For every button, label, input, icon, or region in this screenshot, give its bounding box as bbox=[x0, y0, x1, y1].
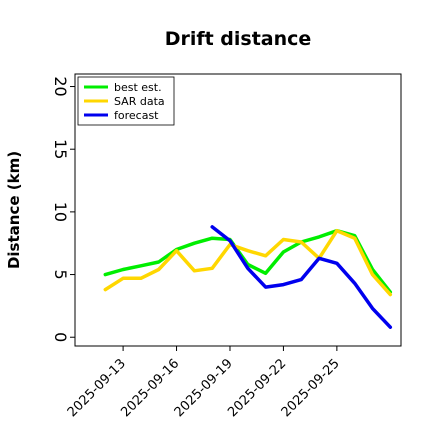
series-line-best-est bbox=[103, 228, 393, 294]
legend-label-best-est: best est. bbox=[114, 81, 162, 94]
plot-frame bbox=[74, 73, 402, 347]
y-tick-label: 10 bbox=[51, 202, 70, 222]
y-tick-label: 0 bbox=[51, 332, 70, 342]
series-line-forecast bbox=[210, 225, 393, 329]
y-tick-label: 20 bbox=[51, 76, 70, 96]
chart-title: Drift distance bbox=[165, 28, 312, 50]
y-axis-ticks: 0 5 10 15 20 bbox=[51, 76, 75, 342]
y-tick-label: 15 bbox=[51, 139, 70, 159]
series-lines bbox=[103, 225, 393, 329]
legend-label-forecast: forecast bbox=[114, 109, 159, 122]
legend: best est. SAR data forecast bbox=[77, 76, 175, 126]
y-tick-label: 5 bbox=[51, 269, 70, 279]
y-axis-label: Distance (km) bbox=[5, 151, 23, 269]
legend-label-sar-data: SAR data bbox=[114, 95, 165, 108]
x-tick-label: 2025-09-25 bbox=[279, 356, 343, 420]
x-axis-ticks: 2025-09-132025-09-162025-09-192025-09-22… bbox=[65, 346, 343, 420]
series-line-sar-data bbox=[103, 228, 393, 297]
